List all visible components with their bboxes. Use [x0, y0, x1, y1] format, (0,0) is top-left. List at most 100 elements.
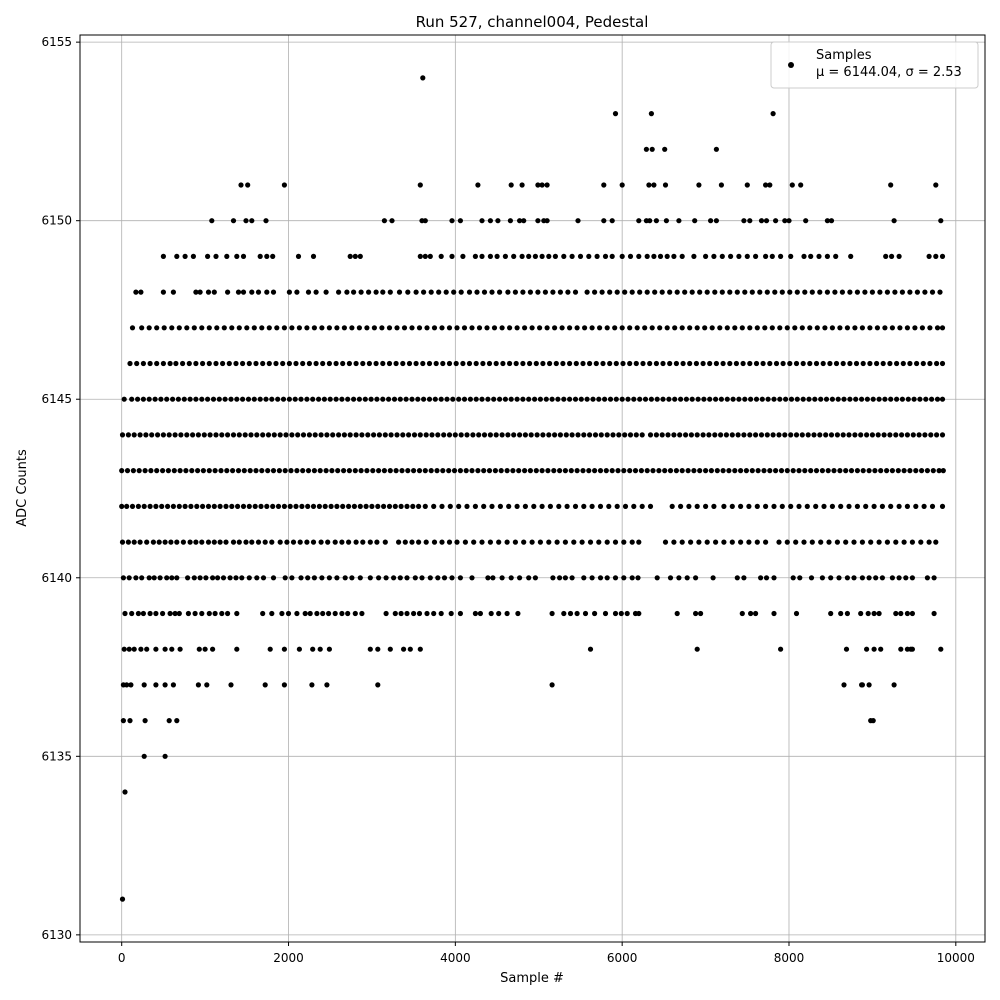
- data-point: [405, 289, 411, 295]
- data-point: [129, 325, 136, 331]
- data-point: [454, 325, 460, 331]
- data-point: [864, 646, 870, 652]
- data-point: [778, 646, 784, 652]
- data-point: [580, 360, 586, 367]
- data-point: [211, 289, 217, 295]
- data-point: [871, 610, 877, 617]
- data-point: [496, 610, 502, 617]
- data-point: [532, 253, 539, 259]
- data-point: [581, 432, 587, 438]
- data-point: [416, 468, 423, 474]
- data-point: [554, 539, 560, 545]
- data-point: [679, 253, 685, 259]
- data-point: [776, 539, 782, 545]
- data-point: [763, 575, 770, 581]
- data-point: [297, 539, 303, 545]
- data-point: [587, 539, 594, 545]
- data-point: [537, 396, 544, 402]
- data-point: [504, 468, 510, 474]
- data-point: [235, 468, 242, 474]
- data-point: [929, 396, 935, 402]
- data-point: [854, 468, 861, 474]
- data-point: [936, 468, 942, 474]
- data-point: [596, 539, 602, 545]
- data-point: [878, 468, 884, 474]
- data-point: [834, 539, 841, 545]
- data-point: [219, 610, 225, 617]
- data-point: [234, 610, 240, 617]
- data-point: [142, 468, 148, 474]
- data-point: [376, 432, 382, 438]
- data-point: [706, 432, 712, 438]
- data-point: [421, 396, 427, 402]
- data-point: [765, 396, 771, 402]
- data-point: [575, 218, 581, 224]
- data-point: [324, 682, 330, 688]
- data-point: [565, 289, 571, 295]
- data-point: [547, 360, 553, 367]
- data-point: [404, 610, 410, 617]
- data-point: [691, 253, 697, 259]
- data-point: [176, 503, 182, 509]
- data-point: [875, 432, 881, 438]
- data-point: [226, 360, 232, 367]
- data-point: [933, 539, 939, 545]
- data-point: [298, 396, 304, 402]
- data-point: [840, 360, 846, 367]
- data-point: [625, 396, 631, 402]
- data-point: [454, 539, 460, 545]
- data-point: [721, 503, 727, 509]
- data-point: [499, 432, 505, 438]
- data-point: [653, 360, 660, 367]
- data-point: [487, 218, 493, 224]
- data-point: [602, 610, 609, 617]
- data-point: [828, 610, 834, 617]
- data-point: [817, 432, 823, 438]
- data-point: [763, 218, 770, 224]
- data-point: [642, 325, 648, 331]
- data-point: [281, 682, 287, 688]
- data-point: [777, 396, 783, 402]
- data-point: [406, 360, 413, 367]
- data-point: [575, 432, 581, 438]
- data-point: [703, 503, 709, 509]
- data-point: [629, 289, 635, 295]
- data-point: [522, 432, 529, 438]
- data-point: [310, 503, 317, 509]
- data-point: [546, 539, 552, 545]
- data-point: [597, 575, 604, 581]
- data-point: [458, 432, 464, 438]
- data-point: [154, 468, 160, 474]
- data-point: [422, 503, 428, 509]
- data-point: [808, 253, 814, 259]
- data-point: [614, 503, 620, 509]
- data-point: [761, 468, 767, 474]
- data-point: [907, 468, 913, 474]
- data-point: [496, 539, 502, 545]
- data-point: [322, 503, 328, 509]
- data-point: [349, 575, 355, 581]
- data-point: [687, 325, 693, 331]
- data-point: [457, 610, 463, 617]
- data-point: [195, 682, 201, 688]
- data-point: [544, 182, 550, 188]
- data-point: [242, 432, 248, 438]
- data-point: [310, 253, 317, 259]
- data-point: [401, 646, 407, 652]
- data-point: [199, 539, 205, 545]
- data-point: [225, 289, 231, 295]
- data-point: [707, 360, 713, 367]
- data-point: [311, 468, 317, 474]
- data-point: [161, 325, 167, 331]
- data-point: [135, 503, 141, 509]
- data-point: [689, 396, 695, 402]
- data-point: [162, 539, 168, 545]
- data-point: [191, 325, 197, 331]
- data-point: [277, 539, 283, 545]
- data-point: [612, 575, 619, 581]
- data-point: [653, 432, 660, 438]
- data-point: [879, 503, 886, 509]
- data-point: [344, 289, 350, 295]
- data-point: [412, 575, 418, 581]
- data-point: [279, 610, 285, 617]
